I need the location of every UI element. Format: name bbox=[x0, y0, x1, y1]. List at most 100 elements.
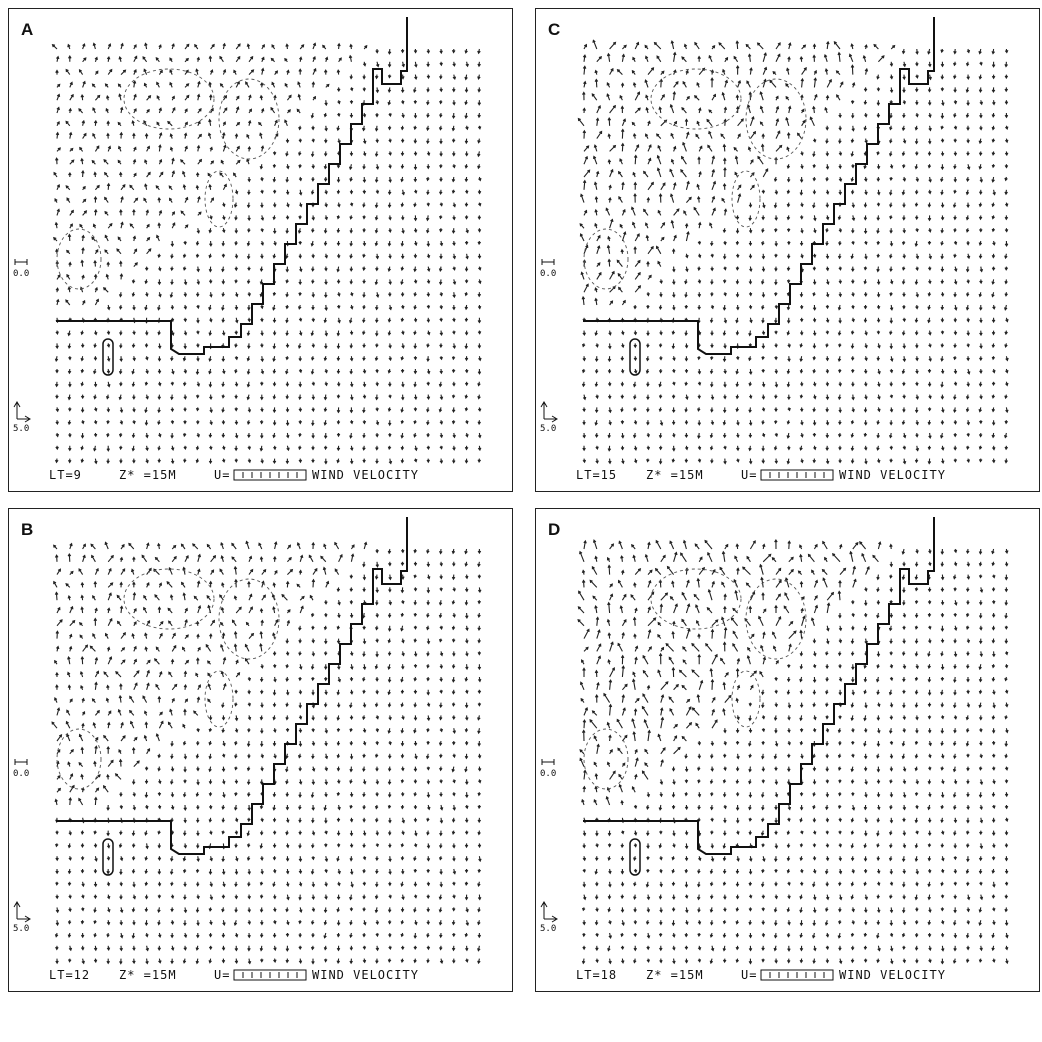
wind-arrow bbox=[941, 600, 944, 604]
wind-arrow bbox=[800, 792, 803, 795]
wind-arrow bbox=[672, 856, 675, 859]
wind-arrow bbox=[877, 754, 880, 758]
wind-arrow bbox=[300, 597, 304, 601]
vector-plot: C0.05.0LT=15Z* =15MU=WIND VELOCITY bbox=[536, 9, 1038, 490]
wind-arrow bbox=[672, 395, 675, 398]
wind-arrow bbox=[903, 920, 906, 924]
wind-arrow bbox=[916, 549, 919, 553]
wind-arrow bbox=[223, 215, 226, 219]
wind-arrow bbox=[453, 459, 456, 463]
wind-arrow bbox=[275, 571, 277, 575]
wind-arrow bbox=[594, 157, 597, 165]
wind-arrow bbox=[685, 779, 688, 782]
wind-arrow bbox=[350, 907, 353, 910]
wind-arrow bbox=[247, 382, 250, 387]
wind-arrow bbox=[660, 605, 663, 614]
wind-arrow bbox=[584, 541, 587, 549]
wind-arrow bbox=[877, 715, 880, 719]
wind-arrow bbox=[196, 241, 199, 245]
wind-arrow bbox=[646, 56, 649, 61]
wind-arrow bbox=[172, 223, 175, 228]
wind-arrow bbox=[414, 664, 417, 667]
wind-arrow bbox=[337, 305, 340, 308]
wind-arrow bbox=[1005, 164, 1008, 167]
wind-arrow bbox=[738, 81, 741, 87]
wind-arrow bbox=[376, 407, 379, 410]
wind-arrow bbox=[312, 741, 315, 745]
wind-arrow bbox=[452, 920, 455, 924]
wind-arrow bbox=[402, 869, 405, 873]
wind-arrow bbox=[643, 656, 648, 664]
wind-arrow bbox=[809, 555, 815, 562]
wind-arrow bbox=[427, 792, 430, 797]
wind-arrow bbox=[402, 831, 405, 835]
wind-arrow bbox=[312, 626, 315, 629]
wind-arrow bbox=[608, 134, 611, 138]
wind-arrow bbox=[929, 228, 932, 232]
wind-arrow bbox=[274, 907, 277, 911]
wind-arrow bbox=[915, 126, 918, 130]
wind-arrow bbox=[787, 318, 790, 323]
wind-arrow bbox=[724, 628, 727, 639]
wind-arrow bbox=[903, 164, 906, 167]
wind-arrow bbox=[388, 369, 391, 373]
panel: B0.05.0LT=12Z* =15MU=WIND VELOCITY bbox=[8, 508, 513, 992]
wind-arrow bbox=[134, 738, 137, 741]
wind-arrow bbox=[108, 382, 111, 387]
wind-arrow bbox=[966, 869, 969, 873]
wind-arrow bbox=[954, 343, 957, 347]
wind-arrow bbox=[427, 639, 430, 644]
wind-arrow bbox=[465, 754, 468, 759]
wind-arrow bbox=[671, 597, 674, 600]
wind-arrow bbox=[466, 575, 469, 579]
wind-arrow bbox=[363, 715, 366, 719]
wind-arrow bbox=[736, 805, 739, 810]
wind-arrow bbox=[81, 343, 84, 347]
wind-arrow bbox=[273, 395, 276, 399]
contour bbox=[219, 579, 279, 659]
wind-arrow bbox=[582, 731, 585, 742]
wind-arrow bbox=[453, 254, 456, 259]
wind-arrow bbox=[826, 933, 829, 937]
wind-arrow bbox=[57, 789, 60, 793]
wind-arrow bbox=[967, 856, 970, 861]
wind-arrow bbox=[826, 805, 829, 809]
wind-arrow bbox=[967, 767, 970, 771]
wind-arrow bbox=[1005, 433, 1008, 438]
wind-arrow bbox=[839, 446, 842, 450]
wind-arrow bbox=[698, 279, 701, 282]
wind-arrow bbox=[349, 56, 352, 62]
wind-arrow bbox=[698, 420, 701, 425]
wind-arrow bbox=[120, 433, 123, 436]
wind-arrow bbox=[864, 959, 867, 962]
wind-arrow bbox=[762, 267, 765, 271]
wind-arrow bbox=[363, 318, 366, 322]
wind-arrow bbox=[775, 856, 778, 861]
wind-arrow bbox=[903, 843, 906, 847]
wind-arrow bbox=[325, 715, 328, 719]
wind-arrow bbox=[902, 279, 905, 283]
wind-arrow bbox=[1005, 549, 1008, 553]
wind-arrow bbox=[824, 55, 827, 62]
wind-arrow bbox=[852, 241, 855, 244]
wind-arrow bbox=[299, 420, 302, 423]
wind-arrow bbox=[107, 856, 110, 860]
wind-arrow bbox=[762, 593, 765, 600]
wind-arrow bbox=[597, 236, 600, 241]
wind-arrow bbox=[363, 818, 366, 822]
wind-arrow bbox=[686, 267, 689, 272]
wind-arrow bbox=[299, 779, 302, 784]
wind-arrow bbox=[865, 331, 868, 335]
wind-arrow bbox=[980, 651, 983, 656]
wind-arrow bbox=[635, 234, 639, 241]
wind-arrow bbox=[236, 44, 240, 49]
wind-arrow bbox=[79, 735, 82, 741]
wind-arrow bbox=[223, 882, 226, 886]
wind-arrow bbox=[209, 869, 212, 874]
wind-arrow bbox=[389, 843, 392, 847]
wind-arrow bbox=[865, 818, 868, 822]
wind-arrow bbox=[941, 420, 944, 424]
wind-arrow bbox=[865, 895, 868, 900]
wind-arrow bbox=[966, 715, 969, 719]
wind-arrow bbox=[198, 135, 202, 139]
